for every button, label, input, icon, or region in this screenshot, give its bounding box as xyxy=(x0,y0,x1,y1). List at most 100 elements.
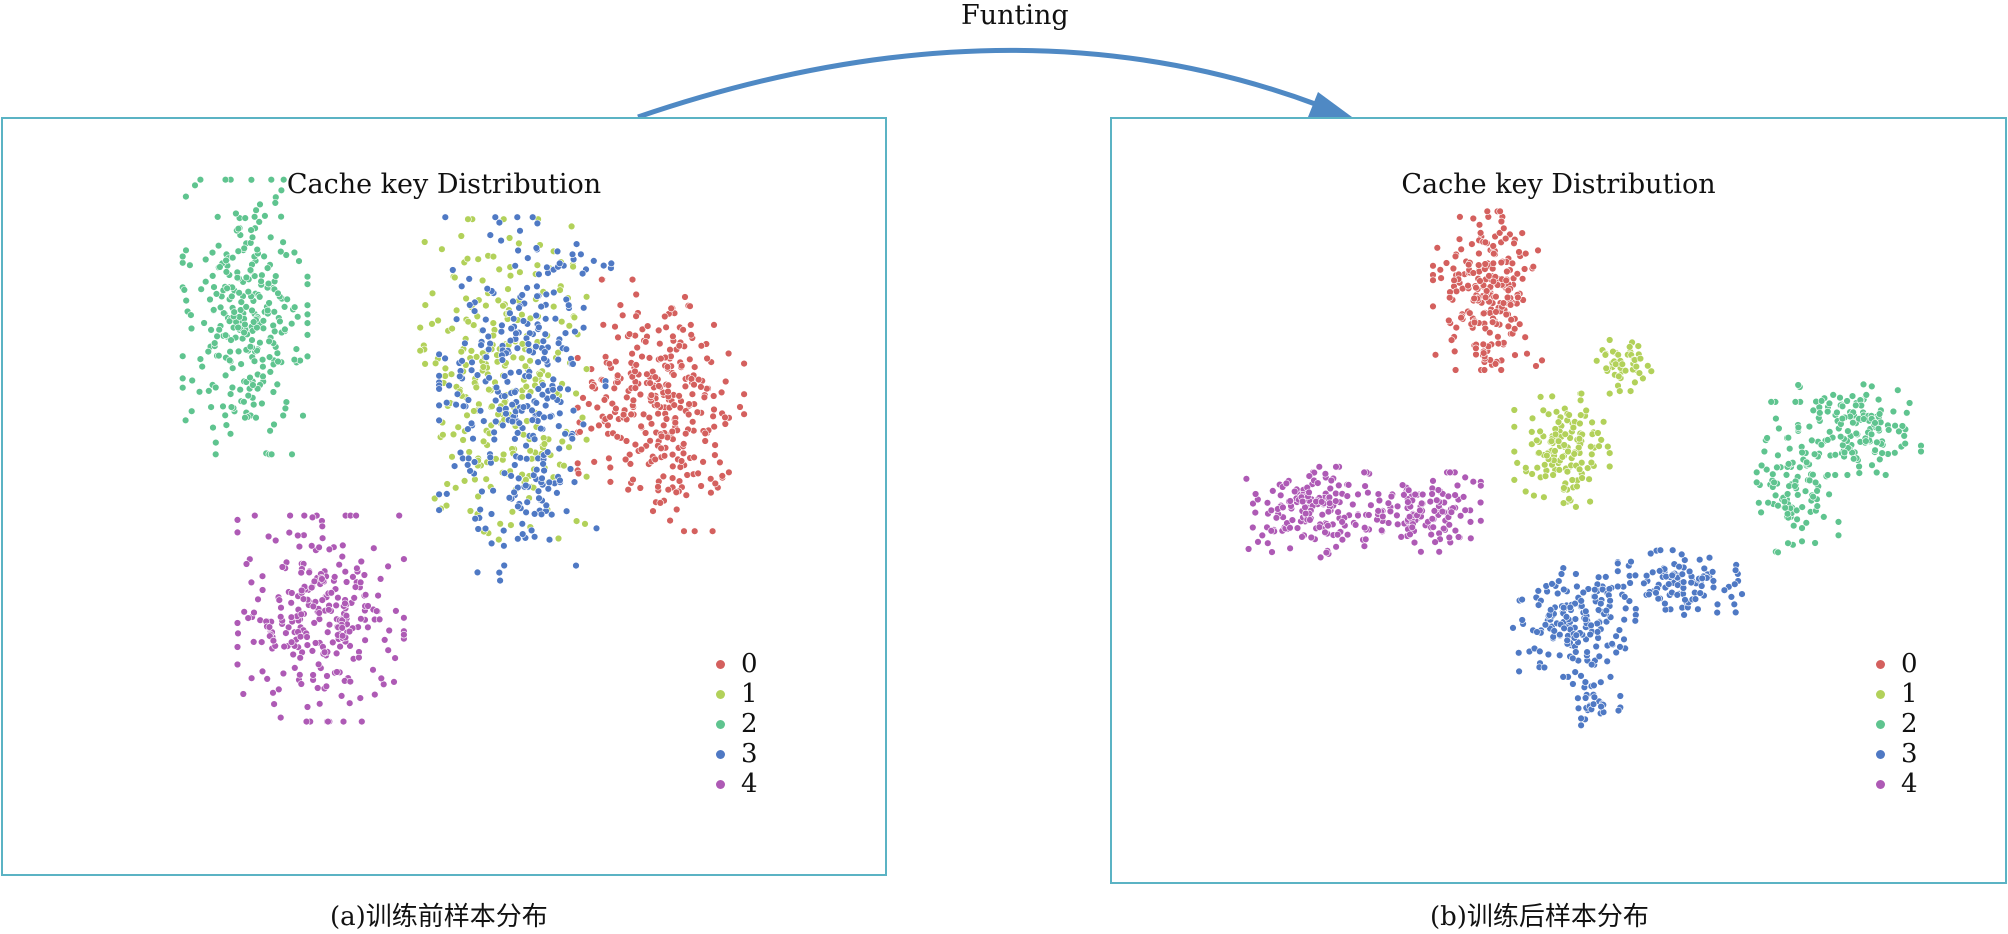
point-class-4 xyxy=(325,621,334,629)
point-class-4 xyxy=(1397,533,1405,541)
point-class-1 xyxy=(1575,465,1584,474)
point-class-2 xyxy=(1901,439,1909,448)
point-class-2 xyxy=(205,387,213,395)
point-class-0 xyxy=(670,371,678,379)
point-class-4 xyxy=(1322,548,1331,557)
point-class-1 xyxy=(506,272,515,280)
point-class-3 xyxy=(1608,640,1616,648)
point-class-2 xyxy=(1774,502,1782,510)
point-class-3 xyxy=(464,461,472,469)
point-class-1 xyxy=(443,480,451,488)
point-class-0 xyxy=(1504,322,1513,331)
point-class-3 xyxy=(1550,627,1558,635)
point-class-0 xyxy=(1502,310,1510,319)
point-class-2 xyxy=(1894,386,1902,394)
point-class-3 xyxy=(590,257,598,265)
point-class-2 xyxy=(1905,399,1914,407)
point-class-4 xyxy=(300,511,308,520)
point-class-2 xyxy=(1794,491,1802,499)
point-class-0 xyxy=(1497,366,1505,374)
point-class-3 xyxy=(509,297,517,306)
point-class-1 xyxy=(572,517,581,525)
point-class-3 xyxy=(1559,673,1567,681)
point-class-0 xyxy=(697,342,706,350)
point-class-0 xyxy=(643,370,651,378)
series-1 xyxy=(1510,336,1655,511)
point-class-0 xyxy=(718,472,726,480)
point-class-3 xyxy=(1640,579,1648,587)
point-class-3 xyxy=(453,390,462,398)
point-class-4 xyxy=(1249,523,1257,532)
point-class-3 xyxy=(1681,596,1689,604)
point-class-0 xyxy=(573,354,582,362)
point-class-2 xyxy=(1791,482,1799,490)
point-class-3 xyxy=(476,505,484,514)
point-class-1 xyxy=(438,245,446,253)
point-class-2 xyxy=(1808,436,1816,445)
point-class-2 xyxy=(1834,531,1843,539)
point-class-3 xyxy=(601,382,610,390)
point-class-2 xyxy=(1793,515,1801,523)
point-class-4 xyxy=(338,552,346,561)
point-class-4 xyxy=(353,564,361,572)
point-class-4 xyxy=(1267,527,1276,535)
point-class-2 xyxy=(1849,455,1858,463)
point-class-4 xyxy=(1326,499,1334,507)
point-class-1 xyxy=(1573,482,1581,491)
point-class-0 xyxy=(663,363,672,371)
point-class-0 xyxy=(701,437,709,445)
point-class-3 xyxy=(511,388,519,396)
point-class-3 xyxy=(532,466,541,474)
point-class-0 xyxy=(1520,265,1529,273)
point-class-0 xyxy=(1489,277,1498,286)
point-class-3 xyxy=(1534,587,1542,595)
point-class-3 xyxy=(1661,599,1669,608)
point-class-1 xyxy=(466,507,475,515)
point-class-2 xyxy=(303,319,312,327)
point-class-2 xyxy=(240,244,248,253)
point-class-1 xyxy=(416,347,424,355)
point-class-2 xyxy=(259,324,268,333)
point-class-4 xyxy=(233,619,242,627)
point-class-3 xyxy=(1616,643,1624,651)
point-class-3 xyxy=(545,536,554,544)
point-class-4 xyxy=(337,692,346,700)
point-class-2 xyxy=(273,380,281,389)
point-class-1 xyxy=(526,447,534,455)
point-class-0 xyxy=(1518,275,1527,283)
point-class-1 xyxy=(1587,442,1595,451)
point-class-4 xyxy=(1456,512,1465,520)
point-class-1 xyxy=(1615,372,1623,380)
point-class-4 xyxy=(1269,487,1277,495)
point-class-4 xyxy=(250,638,258,646)
point-class-2 xyxy=(1760,447,1769,456)
point-class-0 xyxy=(1465,261,1473,269)
legend-item-1: 1 xyxy=(716,679,758,709)
point-class-1 xyxy=(1568,476,1576,484)
point-class-4 xyxy=(371,690,379,699)
point-class-4 xyxy=(1418,499,1426,507)
point-class-2 xyxy=(206,295,214,304)
point-class-4 xyxy=(377,674,385,683)
point-class-0 xyxy=(710,405,718,414)
point-class-2 xyxy=(1798,537,1806,545)
point-class-3 xyxy=(525,372,533,380)
point-class-0 xyxy=(1511,351,1519,359)
point-class-4 xyxy=(1444,492,1453,500)
point-class-4 xyxy=(1251,508,1260,517)
point-class-3 xyxy=(555,444,563,453)
point-class-3 xyxy=(564,301,573,309)
point-class-3 xyxy=(1656,546,1665,554)
point-class-0 xyxy=(1503,267,1511,276)
point-class-2 xyxy=(303,331,312,339)
point-class-3 xyxy=(1691,595,1700,603)
point-class-0 xyxy=(659,472,668,481)
point-class-3 xyxy=(471,515,479,523)
point-class-0 xyxy=(699,458,707,466)
point-class-3 xyxy=(467,419,476,427)
legend-label: 3 xyxy=(1901,739,1918,769)
point-class-3 xyxy=(1681,556,1689,564)
point-class-1 xyxy=(1631,378,1639,387)
point-class-4 xyxy=(364,602,372,610)
